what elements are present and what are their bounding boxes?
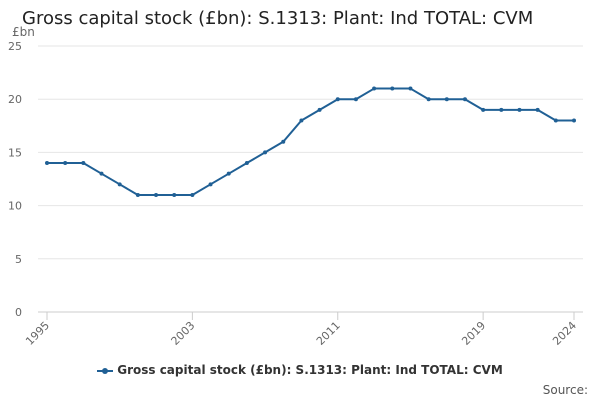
- y-tick-label: 15: [8, 146, 22, 159]
- data-point: [45, 161, 49, 166]
- data-point: [353, 97, 358, 102]
- data-point: [408, 86, 413, 91]
- data-point: [572, 118, 576, 123]
- data-point: [208, 182, 213, 187]
- gridlines: [38, 45, 583, 260]
- y-tick-label: 0: [15, 306, 22, 319]
- x-tick-label: 1995: [23, 319, 52, 348]
- data-point: [81, 161, 86, 166]
- data-point: [426, 97, 431, 102]
- data-point: [99, 171, 104, 176]
- y-axis-ticks: 0 5 10 15 20 25: [8, 40, 22, 319]
- y-tick-label: 10: [8, 200, 22, 213]
- data-point: [335, 97, 340, 102]
- series-line: [47, 87, 574, 196]
- y-tick-label: 20: [8, 93, 22, 106]
- x-tick-label: 2003: [169, 319, 198, 348]
- data-point: [63, 161, 68, 166]
- legend[interactable]: Gross capital stock (£bn): S.1313: Plant…: [0, 363, 600, 377]
- data-point: [444, 97, 449, 102]
- data-point: [190, 192, 195, 197]
- chart-title: Gross capital stock (£bn): S.1313: Plant…: [22, 8, 534, 29]
- y-tick-label: 5: [15, 253, 22, 266]
- data-point: [244, 161, 249, 166]
- series-group: [45, 86, 576, 197]
- data-point: [390, 86, 395, 91]
- x-tick-label: 2024: [550, 319, 579, 348]
- data-point: [172, 192, 177, 197]
- legend-marker-icon: [97, 366, 114, 376]
- data-point: [154, 192, 159, 197]
- data-point: [462, 97, 467, 102]
- x-tick-label: 2019: [459, 319, 488, 348]
- y-tick-label: 25: [8, 40, 22, 53]
- data-point: [117, 182, 122, 187]
- x-tick-label: 2011: [314, 319, 343, 348]
- data-point: [299, 118, 304, 123]
- data-point: [535, 107, 540, 112]
- x-axis: 1995 2003 2011 2019 2024: [23, 311, 583, 348]
- data-point: [226, 171, 231, 176]
- data-point: [517, 107, 522, 112]
- chart-credits[interactable]: Source:: [542, 383, 588, 397]
- data-point: [553, 118, 558, 123]
- y-axis-label: £bn: [12, 25, 35, 39]
- legend-label: Gross capital stock (£bn): S.1313: Plant…: [117, 363, 503, 377]
- data-point: [499, 107, 504, 112]
- data-point: [135, 192, 140, 197]
- data-point: [481, 107, 486, 112]
- data-point: [263, 150, 268, 155]
- data-point: [372, 86, 377, 91]
- data-point: [281, 139, 286, 144]
- data-point: [317, 107, 322, 112]
